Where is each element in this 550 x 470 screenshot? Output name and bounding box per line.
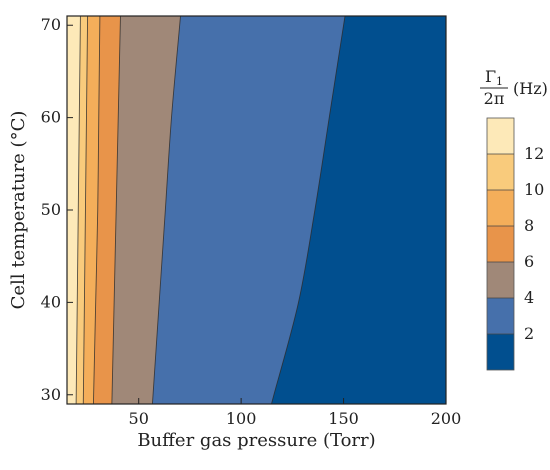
colorbar-band-0-2 bbox=[487, 334, 514, 370]
colorbar-title-gamma: Γ bbox=[485, 67, 496, 86]
contour-line-12 bbox=[75, 16, 81, 404]
colorbar-tick-label: 10 bbox=[524, 180, 544, 199]
colorbar: 2 4 6 8 10 12 Γ1 2π (Hz) bbox=[480, 67, 548, 371]
colorbar-band-2-4 bbox=[487, 298, 514, 334]
x-axis-ticks: 50 100 150 200 bbox=[129, 398, 462, 428]
colorbar-band-8-10 bbox=[487, 190, 514, 226]
x-tick-label: 200 bbox=[431, 409, 462, 428]
contour-line-4 bbox=[151, 16, 181, 404]
colorbar-tick-label: 8 bbox=[524, 216, 534, 235]
colorbar-bands bbox=[487, 118, 514, 370]
contour-line-6 bbox=[111, 16, 121, 404]
colorbar-tick-label: 2 bbox=[524, 324, 534, 343]
x-tick-label: 100 bbox=[226, 409, 257, 428]
colorbar-tick-label: 6 bbox=[524, 252, 534, 271]
colorbar-title-subscript: 1 bbox=[496, 75, 503, 88]
colorbar-band-6-8 bbox=[487, 226, 514, 262]
colorbar-band-10-12 bbox=[487, 154, 514, 190]
contour-line-10 bbox=[82, 16, 89, 404]
contour-line-2 bbox=[270, 16, 346, 404]
colorbar-tick-label: 4 bbox=[524, 288, 534, 307]
colorbar-band-12-14 bbox=[487, 118, 514, 154]
y-tick-label: 30 bbox=[41, 385, 61, 404]
contour-line-8 bbox=[92, 16, 101, 404]
y-tick-label: 70 bbox=[41, 15, 61, 34]
y-axis-ticks: 30 40 50 60 70 bbox=[41, 15, 73, 404]
colorbar-ticks: 2 4 6 8 10 12 bbox=[487, 144, 544, 343]
x-tick-label: 150 bbox=[328, 409, 359, 428]
colorbar-frame bbox=[486, 117, 515, 371]
contour-lines bbox=[75, 16, 346, 404]
y-tick-label: 40 bbox=[41, 292, 61, 311]
y-tick-label: 60 bbox=[41, 108, 61, 127]
x-axis-title: Buffer gas pressure (Torr) bbox=[137, 430, 375, 451]
x-tick-label: 50 bbox=[129, 409, 149, 428]
y-tick-label: 50 bbox=[41, 200, 61, 219]
contour-fills bbox=[67, 16, 446, 404]
colorbar-title: Γ1 2π (Hz) bbox=[480, 67, 548, 108]
colorbar-tick-label: 12 bbox=[524, 144, 544, 163]
y-axis-title: Cell temperature (°C) bbox=[8, 111, 29, 310]
colorbar-title-denominator: 2π bbox=[484, 89, 505, 108]
colorbar-band-4-6 bbox=[487, 262, 514, 298]
colorbar-title-numerator: Γ1 bbox=[485, 67, 503, 88]
colorbar-title-unit: (Hz) bbox=[513, 79, 548, 98]
